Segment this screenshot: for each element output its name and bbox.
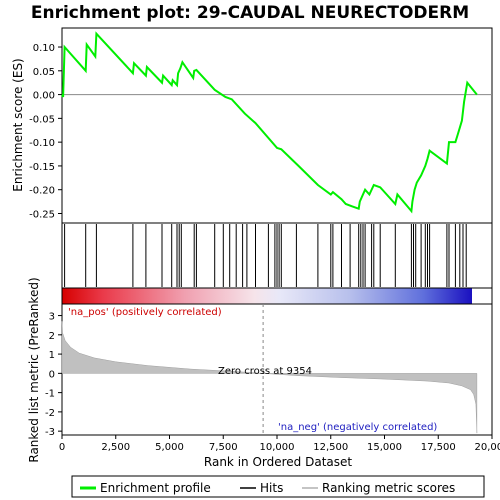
x-tick-label: 15,000 — [367, 442, 402, 453]
x-tick-label: 7,500 — [209, 442, 238, 453]
es-y-tick-label: -0.10 — [29, 138, 55, 149]
x-tick-label: 20,000 — [475, 442, 500, 453]
x-tick-label: 2,500 — [101, 442, 130, 453]
x-tick-label: 10,000 — [260, 442, 295, 453]
neg-correlated-label: 'na_neg' (negatively correlated) — [278, 422, 437, 433]
legend-frame — [71, 475, 485, 498]
metric-y-ticks: 3 2 1 0 -1 -2 -3 — [45, 312, 62, 438]
es-y-axis-label: Enrichment score (ES) — [11, 58, 25, 191]
enrichment-profile-line — [61, 31, 478, 214]
es-y-tick-label: -0.20 — [29, 186, 55, 197]
hit-marks — [64, 224, 467, 287]
chart-title: Enrichment plot: 29-CAUDAL NEURECTODERM — [31, 3, 469, 23]
pos-correlated-label: 'na_pos' (positively correlated) — [68, 307, 222, 318]
es-y-ticks: 0.10 0.05 0.00 -0.05 -0.10 -0.15 -0.20 -0.25 — [29, 43, 62, 220]
es-y-tick-label: 0.10 — [33, 43, 55, 54]
metric-y-axis-label: Ranked list metric (PreRanked) — [27, 277, 41, 462]
es-y-tick-label: 0.00 — [33, 91, 55, 102]
metric-y-tick-label: -1 — [45, 389, 55, 400]
es-y-tick-label: -0.25 — [29, 209, 55, 220]
metric-y-tick-label: 3 — [49, 312, 55, 323]
x-ticks: 0 2,500 5,000 7,500 10,000 12,500 15,000 17,500… — [59, 435, 500, 453]
metric-y-tick-label: 1 — [49, 350, 55, 361]
zero-cross-label: Zero cross at 9354 — [218, 366, 312, 377]
ranked-heatmap-band — [62, 288, 472, 304]
es-y-tick-label: -0.05 — [29, 114, 55, 125]
metric-y-tick-label: -3 — [45, 427, 55, 438]
legend-hits-label: Hits — [260, 481, 283, 495]
x-tick-label: 17,500 — [421, 442, 456, 453]
x-tick-label: 12,500 — [313, 442, 348, 453]
legend: Enrichment profile Hits Ranking metric s… — [71, 475, 485, 498]
metric-y-tick-label: 0 — [49, 369, 55, 380]
es-y-tick-label: -0.15 — [29, 162, 55, 173]
metric-y-tick-label: -2 — [45, 408, 55, 419]
legend-metric-label: Ranking metric scores — [322, 481, 455, 495]
metric-y-tick-label: 2 — [49, 331, 55, 342]
x-tick-label: 0 — [59, 442, 65, 453]
ranking-metric-area — [61, 321, 478, 434]
es-y-tick-label: 0.05 — [33, 67, 55, 78]
es-panel-frame — [61, 27, 493, 224]
x-tick-label: 5,000 — [155, 442, 184, 453]
legend-enrichment-label: Enrichment profile — [100, 481, 211, 495]
x-axis-label: Rank in Ordered Dataset — [204, 455, 352, 469]
